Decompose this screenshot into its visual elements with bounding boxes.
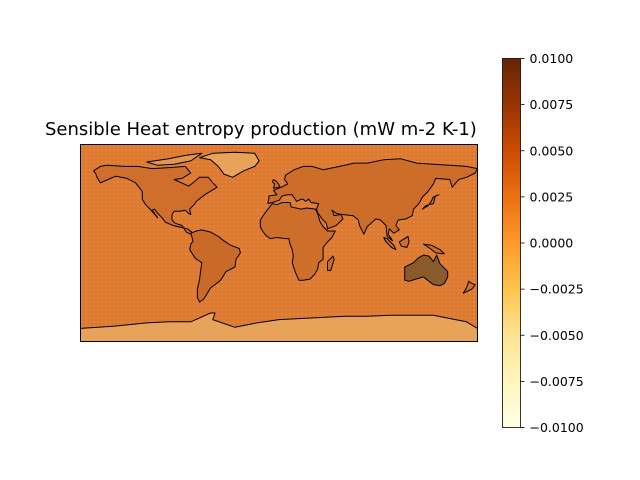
coastline-new-guinea (423, 243, 445, 255)
map-panel (80, 144, 478, 342)
coastline-new-zealand (462, 280, 476, 294)
coastline-south-america (189, 229, 241, 303)
colorbar-tick-label: 0.0025 (530, 189, 574, 204)
colorbar-gradient (502, 58, 521, 428)
coastline-eurasia (267, 158, 478, 242)
colorbar-tick-label: 0.0100 (530, 51, 574, 66)
coastline-antarctica (80, 312, 478, 342)
coastline-uk (271, 179, 281, 189)
colorbar-tick-label: −0.0075 (530, 374, 584, 389)
colorbar-tick-label: −0.0100 (530, 420, 584, 435)
colorbar-tick-label: 0.0075 (530, 97, 574, 112)
coastline-madagascar (327, 255, 335, 271)
colorbar-tick-label: −0.0025 (530, 282, 584, 297)
coastline-indonesia-sumatra (383, 237, 397, 251)
colorbar: 0.0100 0.0075 0.0050 0.0025 0.0000 −0.0025 −0.… (502, 51, 584, 435)
colorbar-tick-label: −0.0050 (530, 328, 584, 343)
colorbar-tick-label: 0.0050 (530, 143, 574, 158)
map-frame (80, 144, 478, 342)
chart-title: Sensible Heat entropy production (mW m-2… (45, 119, 477, 140)
colorbar-tick-label: 0.0000 (530, 236, 574, 251)
coastline-australia (404, 254, 449, 287)
coastline-greenland (199, 151, 260, 178)
coastline-north-america (93, 164, 218, 235)
coastline-indonesia-borneo (398, 235, 410, 248)
coastline-arctic-islands (146, 152, 203, 166)
coastline-africa (259, 202, 336, 281)
coastline-japan (421, 194, 440, 210)
